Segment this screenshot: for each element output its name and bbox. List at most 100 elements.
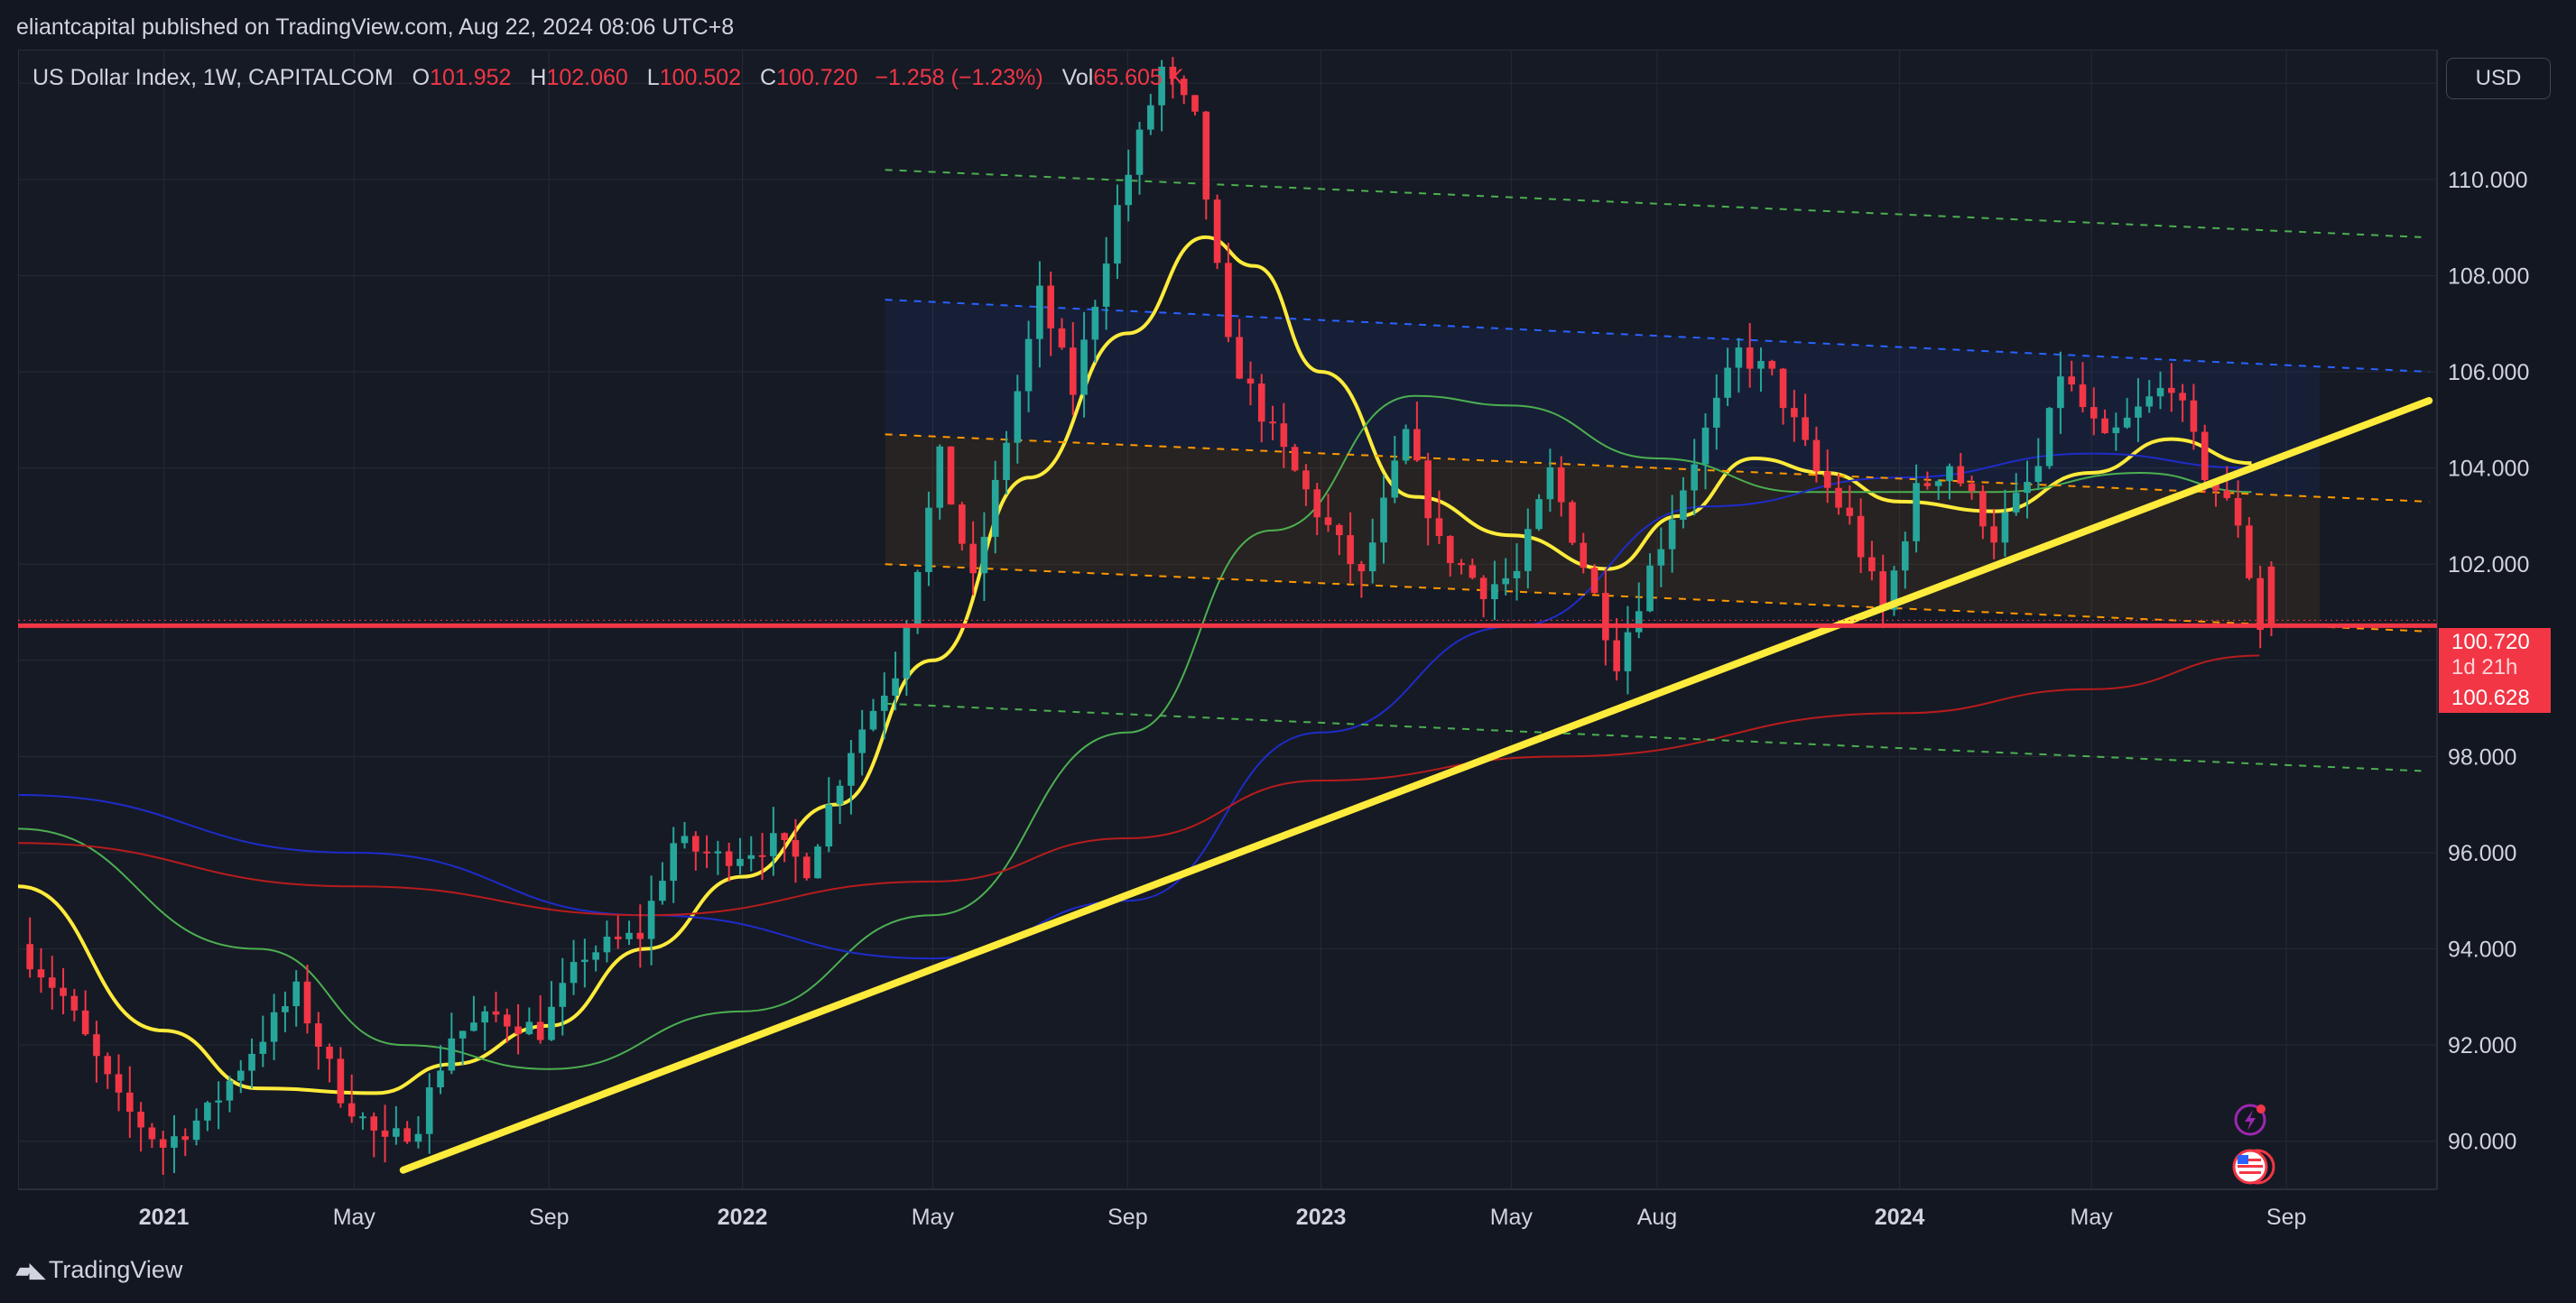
candle-body xyxy=(2190,400,2198,432)
candle-body xyxy=(437,1070,444,1087)
time-tick-label: May xyxy=(1490,1205,1534,1230)
candle-body xyxy=(1158,66,1165,106)
candle-body xyxy=(2168,387,2175,393)
candle-body xyxy=(93,1034,100,1057)
trendlines xyxy=(399,397,2433,1174)
price-tick-label: 92.000 xyxy=(2448,1033,2516,1058)
candle-body xyxy=(969,543,977,574)
time-tick-label: Aug xyxy=(1637,1205,1677,1230)
price-tick-label: 94.000 xyxy=(2448,938,2516,963)
us-flag-icon[interactable] xyxy=(2232,1149,2275,1185)
candle-body xyxy=(370,1116,378,1131)
candle-body xyxy=(647,901,655,939)
candle-body xyxy=(1024,338,1033,392)
candle-body xyxy=(1890,570,1898,610)
candle-body xyxy=(1402,429,1410,461)
channel-line xyxy=(885,299,2430,374)
candle-body xyxy=(936,446,944,508)
candle-body xyxy=(1368,542,1376,572)
time-tick-label: 2021 xyxy=(139,1205,190,1230)
candle-body xyxy=(1757,361,1765,369)
candle-body xyxy=(81,1010,89,1035)
high-label: H xyxy=(530,65,547,90)
lightning-icon[interactable] xyxy=(2234,1104,2266,1136)
candle-body xyxy=(559,983,567,1007)
price-tick-label: 106.000 xyxy=(2448,360,2529,385)
candle-body xyxy=(2101,418,2108,433)
candle-body xyxy=(448,1038,456,1071)
candle-body xyxy=(991,479,999,537)
time-tick-label: 2024 xyxy=(1875,1205,1925,1230)
candle-body xyxy=(115,1074,123,1093)
candle-body xyxy=(1435,518,1443,537)
symbol-name[interactable]: US Dollar Index, 1W, CAPITALCOM xyxy=(32,65,394,90)
candle-body xyxy=(248,1053,255,1071)
candle-body xyxy=(2001,512,2009,543)
candle-body xyxy=(1979,491,1987,527)
candle-body xyxy=(425,1086,433,1134)
price-tick-label: 110.000 xyxy=(2448,168,2528,193)
candle-body xyxy=(1946,466,1953,482)
moving-averages xyxy=(17,235,2260,1095)
candle-body xyxy=(259,1041,267,1054)
candle-body xyxy=(2246,525,2253,578)
candle-body xyxy=(869,710,877,730)
candle-body xyxy=(1802,417,1809,440)
candle-body xyxy=(470,1022,477,1031)
candle-body xyxy=(1114,205,1121,264)
candle-body xyxy=(1580,542,1588,568)
candle-body xyxy=(1291,447,1299,471)
tradingview-logo[interactable]: ▰◣ TradingView xyxy=(16,1256,182,1284)
candle-body xyxy=(1724,367,1731,398)
time-tick-label: Sep xyxy=(1107,1205,1147,1230)
candle-body xyxy=(525,1021,533,1035)
time-tick-label: Sep xyxy=(529,1205,569,1230)
candle-body xyxy=(192,1120,200,1141)
candle-body xyxy=(282,1006,289,1012)
candle-body xyxy=(1336,524,1343,536)
candle-body xyxy=(1657,549,1665,566)
candle-body xyxy=(403,1128,411,1142)
candle-body xyxy=(1624,632,1632,671)
candle-body xyxy=(625,932,633,939)
symbol-legend: US Dollar Index, 1W, CAPITALCOM O101.952… xyxy=(32,65,1183,91)
event-markers[interactable] xyxy=(2228,1103,2282,1189)
candle-body xyxy=(848,753,855,786)
candle-body xyxy=(1712,397,1720,428)
candle-body xyxy=(1313,489,1321,518)
chart-pane[interactable] xyxy=(18,50,2437,1189)
publisher-line: eliantcapital published on TradingView.c… xyxy=(16,14,735,40)
candle-body xyxy=(1324,517,1332,525)
candle-body xyxy=(802,856,811,879)
channel-line xyxy=(885,563,2430,633)
candle-body xyxy=(137,1112,144,1128)
candle-body xyxy=(2112,427,2120,433)
candle-body xyxy=(670,843,678,882)
candle-body xyxy=(1236,337,1243,379)
candle-body xyxy=(614,937,622,939)
candle-body xyxy=(1491,584,1498,600)
time-axis[interactable] xyxy=(18,1189,2437,1240)
candle-body xyxy=(48,977,56,988)
bar-countdown: 1d 21h xyxy=(2451,655,2518,679)
candle-body xyxy=(1280,423,1288,448)
candle-body xyxy=(1812,439,1821,472)
candle-body xyxy=(347,1103,356,1117)
price-axis[interactable] xyxy=(2437,50,2576,1189)
horizontal-level xyxy=(18,619,2437,628)
candle-body xyxy=(1635,611,1643,633)
candle-body xyxy=(1091,306,1099,340)
candle-body xyxy=(1135,129,1144,175)
currency-button[interactable]: USD xyxy=(2446,58,2551,99)
candle-body xyxy=(126,1092,134,1113)
candle-body xyxy=(1546,467,1554,500)
candle-body xyxy=(1990,526,1997,543)
candle-body xyxy=(1701,427,1710,465)
candle-body xyxy=(459,1030,467,1039)
candle-body xyxy=(1269,421,1276,424)
candle-body xyxy=(303,981,311,1024)
candle-body xyxy=(270,1012,278,1042)
price-tick-label: 104.000 xyxy=(2448,457,2529,482)
candle-body xyxy=(2179,393,2186,401)
